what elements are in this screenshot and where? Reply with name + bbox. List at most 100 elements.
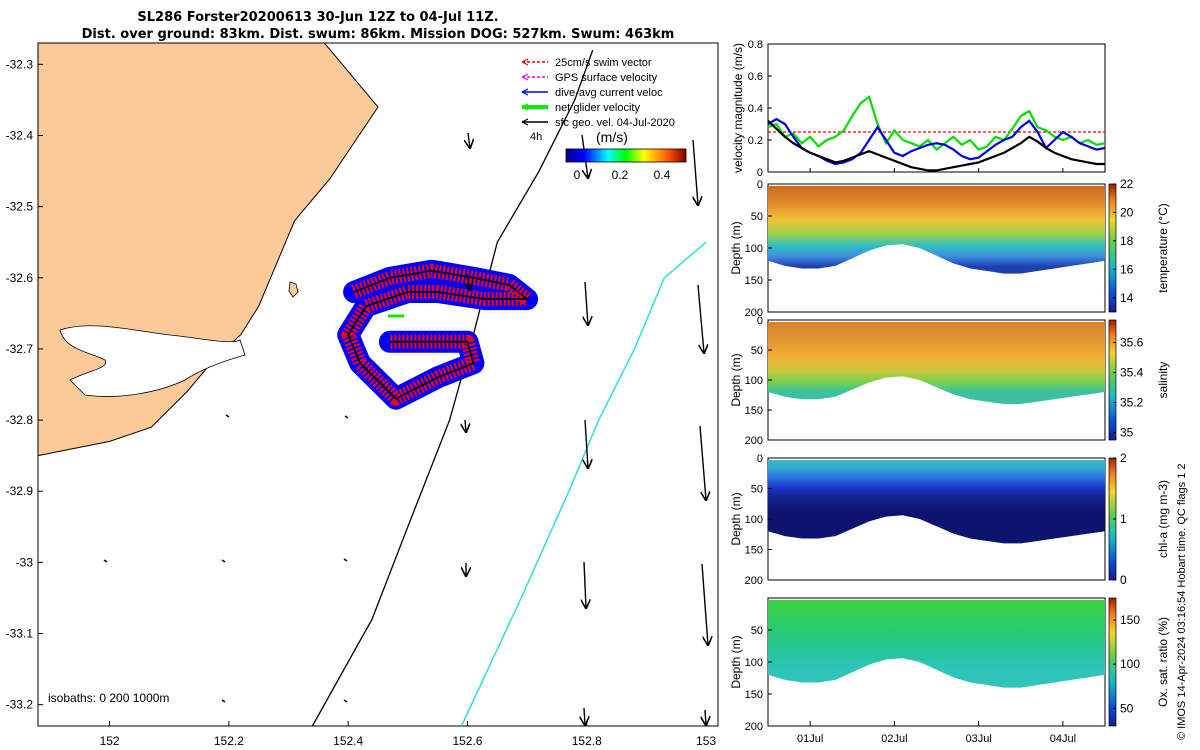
geo-vector-small-1 — [221, 559, 226, 563]
heatmap-field-oxygen — [768, 600, 1105, 688]
time-tick-label-2: 03Jul — [965, 733, 991, 745]
heatmap-ytick-label-chl-a-1: 50 — [751, 484, 763, 496]
colorbar-tick-label-salinity-3: 35.6 — [1120, 336, 1144, 350]
geo-vector-10 — [584, 561, 586, 608]
map-ytick-label-0: -32.3 — [6, 57, 34, 71]
heatmap-ytick-label-chl-a-0: 0 — [757, 453, 763, 465]
map-xtick-label-5: 153 — [696, 734, 716, 748]
map-ytick-label-9: -33.2 — [6, 698, 34, 712]
heatmap-colorbar-oxygen — [1108, 597, 1117, 727]
geo-vector-2 — [468, 132, 470, 148]
colorbar-tick-label-chl-a-2: 2 — [1120, 451, 1127, 465]
colorbar-tick-label-salinity-0: 35 — [1120, 426, 1134, 440]
heatmap-ytick-label-temperature-4: 200 — [745, 307, 763, 319]
heatmap-field-salinity — [768, 322, 1105, 404]
land-area — [37, 42, 379, 457]
heatmap-ytick-label-oxygen-2: 150 — [745, 689, 763, 701]
colorbar-tick-label-temperature-4: 22 — [1120, 177, 1134, 191]
geo-vector-3 — [467, 273, 470, 290]
colorbar-tick-label-salinity-2: 35.4 — [1120, 366, 1144, 380]
map-ytick-label-6: -32.9 — [6, 484, 34, 498]
velocity-series-1 — [767, 94, 1106, 152]
colorbar-label-oxygen: Ox. sat. ratio (%) — [1156, 617, 1170, 707]
heatmap-ylabel-oxygen: Depth (m) — [729, 635, 743, 688]
velocity-panel: 0 0.2 0.4 0.6 0.8 velocity magnitude (m/s) — [731, 39, 1106, 179]
velocity-ylabel: velocity magnitude (m/s) — [731, 43, 745, 173]
map-y-ticks: -32.3 -32.4 -32.5 -32.6 -32.7 -32.8 -32.9 -33 -3… — [6, 57, 43, 712]
map-panel: 152 152.2 152.4 152.6 152.8 153 -32.3-32.4-32… — [6, 42, 719, 748]
colorbar-tick-label-oxygen-0: 50 — [1120, 701, 1134, 715]
map-xtick-label-1: 152.2 — [214, 734, 244, 748]
velocity-series — [767, 94, 1106, 172]
velocity-ytick-label-1: 0.2 — [748, 135, 763, 147]
map-ytick-label-2: -32.5 — [6, 200, 34, 214]
colorbar-tick-label-oxygen-1: 100 — [1120, 657, 1140, 671]
colorbar-tick-label-chl-a-0: 0 — [1120, 573, 1127, 587]
legend-label-0: 25cm/s swim vector — [555, 57, 652, 69]
legend-swatch-head-0 — [521, 58, 529, 66]
figure-title-line2: Dist. over ground: 83km. Dist. swum: 86k… — [82, 27, 675, 42]
map-ytick-label-4: -32.7 — [6, 342, 34, 356]
geo-vector-small-2 — [343, 558, 348, 562]
heatmap-ytick-label-temperature-3: 150 — [745, 275, 763, 287]
colorbar-tick-label-salinity-1: 35.2 — [1120, 396, 1144, 410]
heatmap-ytick-label-chl-a-3: 150 — [745, 545, 763, 557]
heatmap-ytick-label-temperature-2: 100 — [745, 243, 763, 255]
geo-vector-7 — [585, 419, 588, 468]
heatmap-ylabel-salinity: Depth (m) — [729, 353, 743, 406]
geo-vector-small-5 — [221, 699, 226, 703]
time-tick-label-3: 04Jul — [1050, 733, 1076, 745]
legend-label-3: net glider velocity — [555, 102, 640, 114]
heatmap-ytick-label-oxygen-0: 50 — [751, 625, 763, 637]
heatmap-ytick-label-chl-a-4: 200 — [745, 575, 763, 587]
time-tick-label-1: 02Jul — [881, 733, 907, 745]
heatmap-ylabel-chl-a: Depth (m) — [729, 492, 743, 545]
velocity-ytick-label-4: 0.8 — [748, 39, 763, 51]
geo-vector-12 — [584, 707, 585, 725]
map-ytick-label-1: -32.4 — [6, 128, 34, 142]
legend-swatch-head-4 — [521, 118, 529, 126]
heatmap-ytick-label-salinity-1: 50 — [751, 345, 763, 357]
geo-vector-small-6 — [343, 699, 348, 703]
legend-label-2: dive-avg current veloc — [555, 87, 663, 99]
glider-path — [347, 269, 528, 400]
map-colorbar-tick-1: 0.2 — [612, 168, 629, 182]
velocity-ytick-label-3: 0.6 — [748, 71, 763, 83]
time-axis: 01Jul 02Jul 03Jul 04Jul — [797, 168, 1076, 745]
colorbar-label-temperature: temperature (°C) — [1156, 203, 1170, 293]
figure-title-line1: SL286 Forster20200613 30-Jun 12Z to 04-J… — [137, 10, 498, 25]
heatmap-panel-salinity: 0 50 100 150 200 Depth (m) 35 35.2 35.4 35.6 salin… — [729, 315, 1170, 447]
geo-vector-5 — [697, 284, 704, 353]
velocity-ytick-label-2: 0.4 — [748, 103, 763, 115]
velocity-y-ticks: 0 0.2 0.4 0.6 0.8 — [748, 39, 772, 179]
heatmap-ytick-label-salinity-2: 100 — [745, 375, 763, 387]
heatmap-ytick-label-oxygen-3: 200 — [745, 721, 763, 733]
colorbar-tick-label-temperature-3: 20 — [1120, 205, 1134, 219]
map-legend: 25cm/s swim vector GPS surface velocity di… — [521, 57, 675, 143]
geo-vector-small-3 — [225, 414, 230, 418]
map-colorbar-tick-2: 0.4 — [654, 168, 671, 182]
heatmap-ytick-label-temperature-0: 0 — [757, 179, 763, 191]
map-colorbar-label: (m/s) — [596, 129, 628, 145]
heatmap-ytick-label-chl-a-2: 100 — [745, 514, 763, 526]
colorbar-tick-label-chl-a-1: 1 — [1120, 512, 1127, 526]
map-x-ticks: 152 152.2 152.4 152.6 152.8 153 — [100, 721, 716, 748]
heatmap-ytick-label-temperature-1: 50 — [751, 211, 763, 223]
heatmap-panel-temperature: 0 50 100 150 200 Depth (m) 14 16 18 20 22 temperatu… — [729, 177, 1170, 319]
colorbar-tick-label-temperature-1: 16 — [1120, 262, 1134, 276]
velocity-series-3 — [767, 120, 1105, 172]
colorbar-tick-label-temperature-0: 14 — [1120, 291, 1134, 305]
heatmap-ytick-label-salinity-0: 0 — [757, 315, 763, 327]
map-xtick-label-0: 152 — [100, 734, 120, 748]
map-xtick-label-2: 152.4 — [333, 734, 363, 748]
legend-label-1: GPS surface velocity — [555, 72, 658, 84]
time-tick-label-0: 01Jul — [797, 733, 823, 745]
geo-vector-small-0 — [103, 559, 108, 563]
map-xtick-label-4: 152.8 — [572, 734, 602, 748]
legend-time-note: 4h — [530, 131, 542, 143]
map-colorbar-gradient — [565, 148, 687, 163]
heatmap-ylabel-temperature: Depth (m) — [729, 221, 743, 274]
credit-text: © IMOS 14-Apr-2024 03:16:54 Hobart time.… — [1176, 463, 1188, 740]
